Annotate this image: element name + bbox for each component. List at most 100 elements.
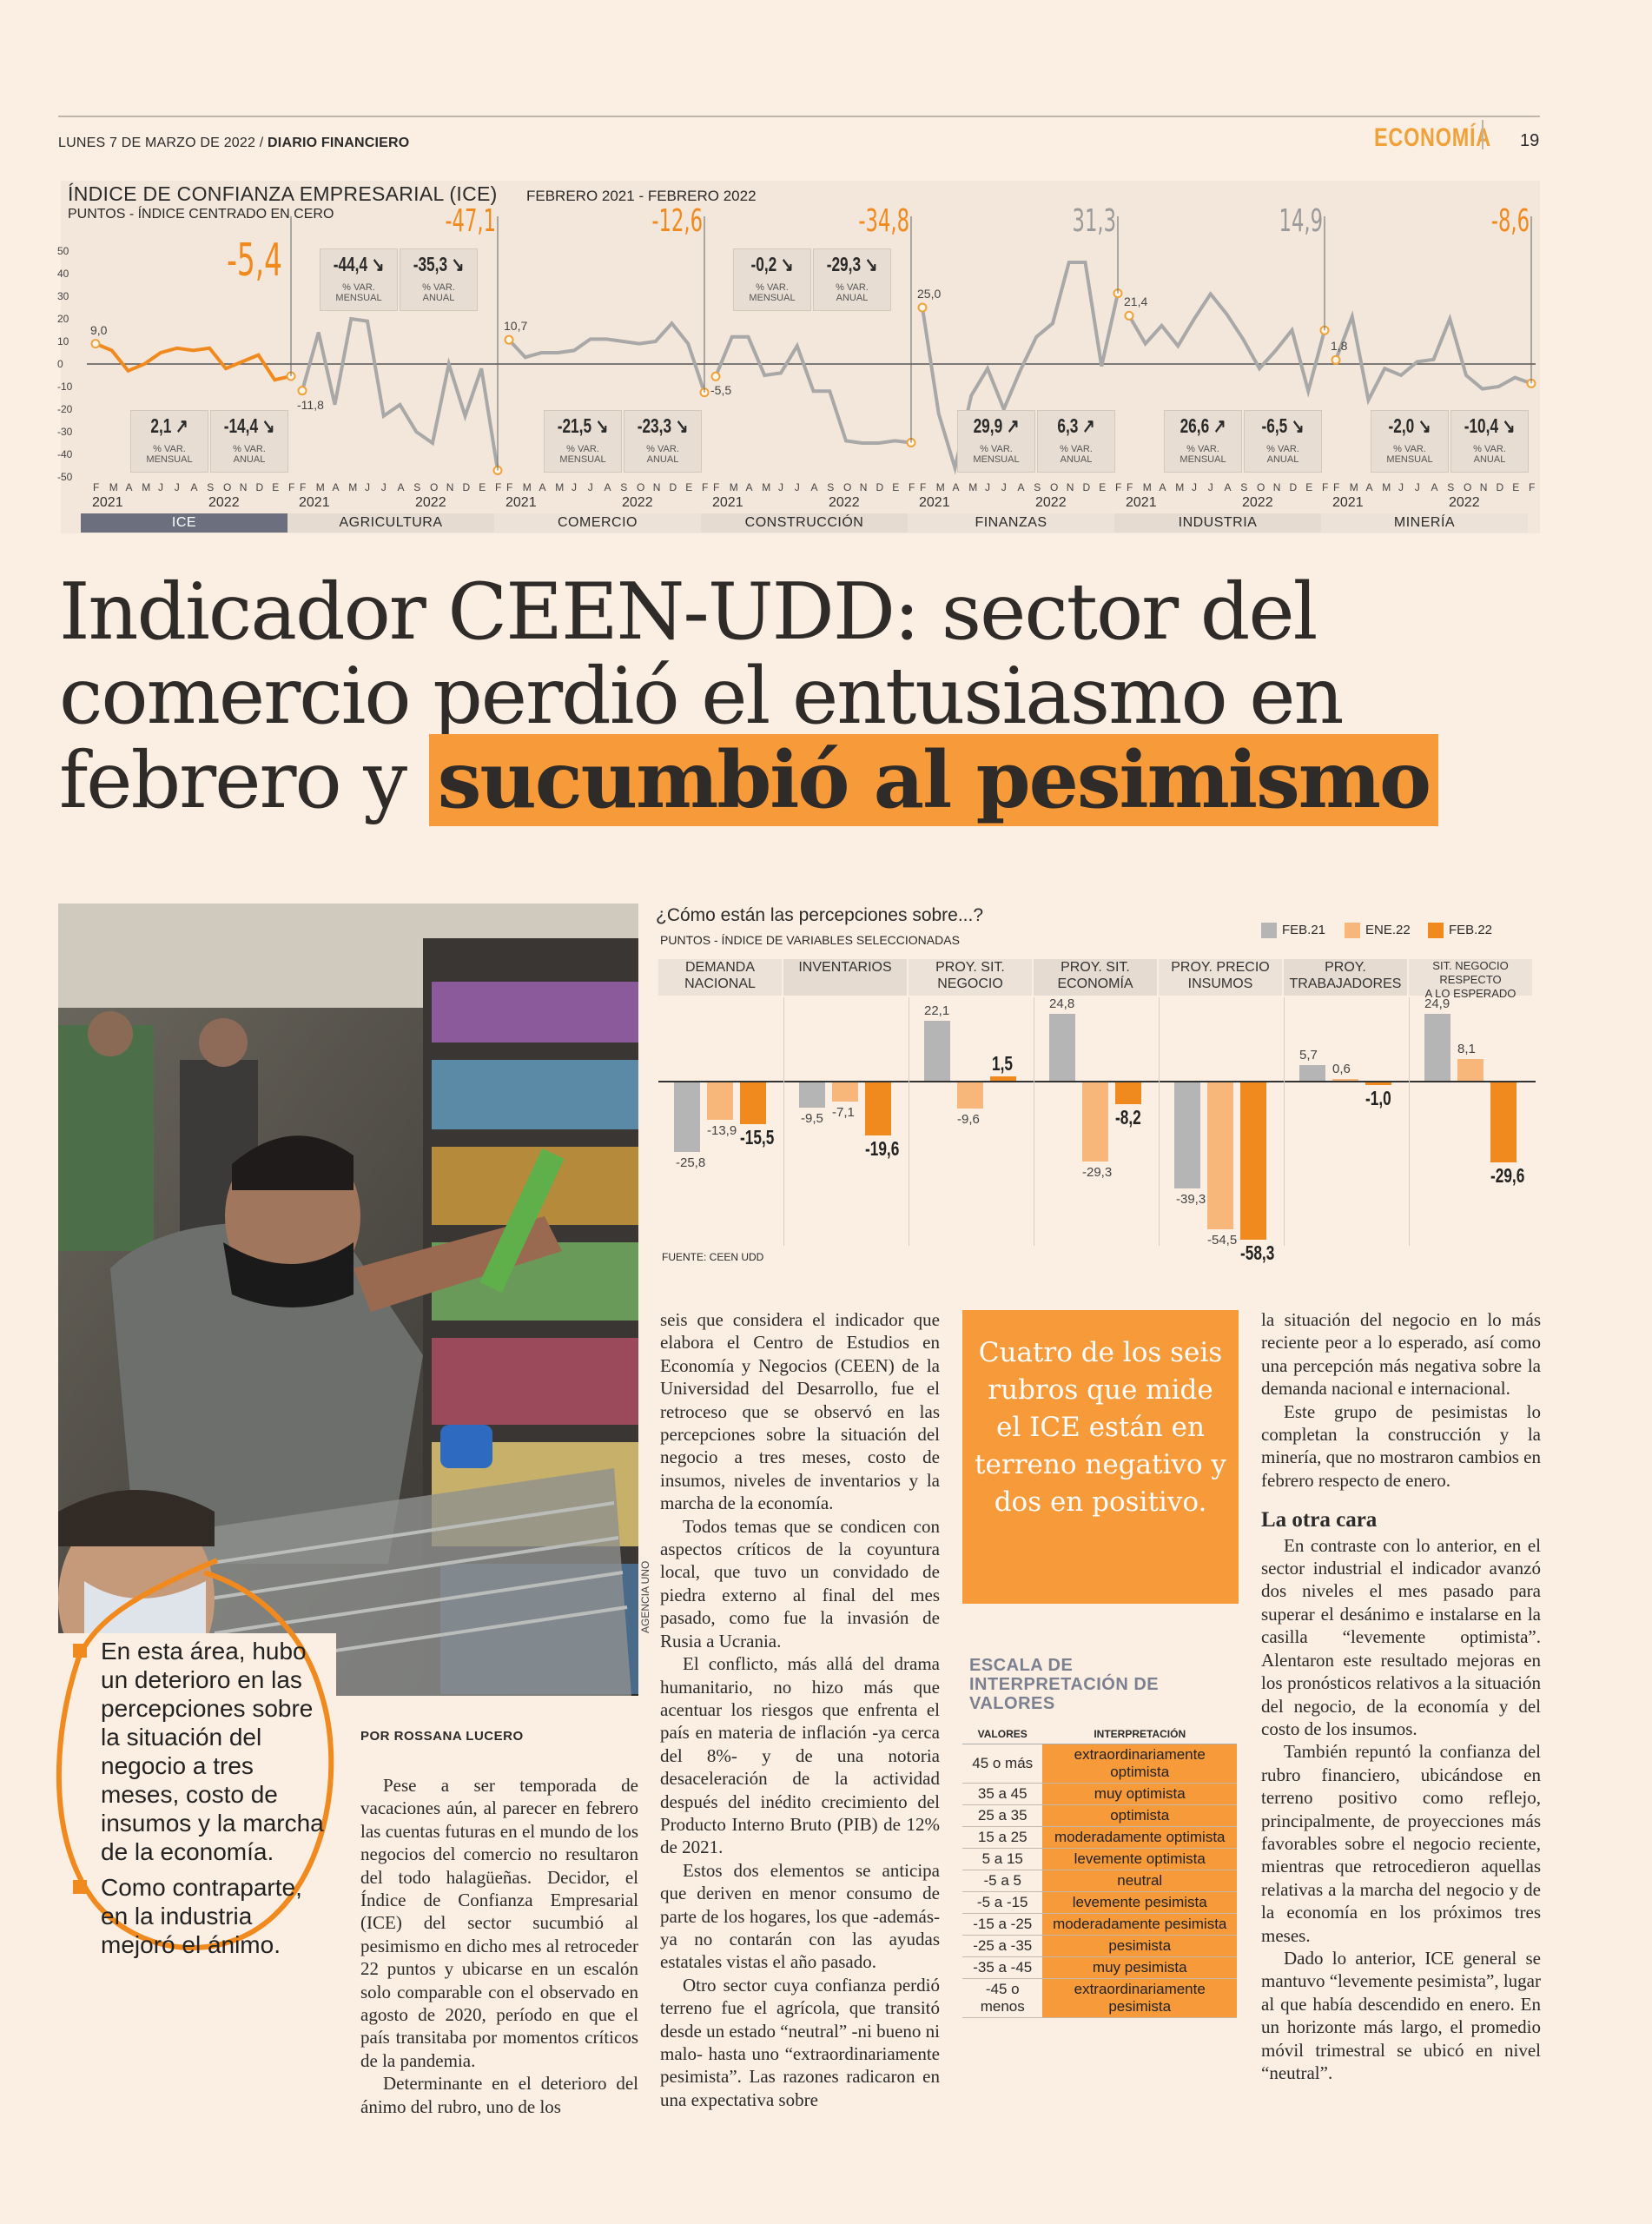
bar xyxy=(1457,1058,1483,1081)
start-value-label: 21,4 xyxy=(1124,295,1148,309)
change-label: % VAR. MENSUAL xyxy=(559,444,606,465)
y-tick-label: 30 xyxy=(57,290,69,302)
change-box: 29,9 ↗ % VAR. MENSUAL xyxy=(957,410,1035,473)
scale-row: -15 a -25 moderadamente pesimista xyxy=(962,1913,1237,1936)
column-header: SIT. NEGOCIO RESPECTO A LO ESPERADO xyxy=(1409,959,1532,1000)
year-label: 2021 xyxy=(919,495,950,510)
column-header-line: INSUMOS xyxy=(1187,976,1253,991)
change-box: -35,3 ↘ % VAR. ANUAL xyxy=(400,248,478,311)
month-label: S xyxy=(207,481,215,493)
bar xyxy=(832,1082,858,1102)
ice-chart: 50 40 30 20 10 0 -10 -20 -30 -40 -50 9,0 -5,4 2,1 ↗ % … xyxy=(0,0,1652,539)
month-label: A xyxy=(745,481,753,493)
paragraph: seis que considera el indicador que elab… xyxy=(660,1309,940,1514)
month-label: N xyxy=(1479,481,1488,493)
start-point xyxy=(504,334,514,345)
paragraph: El conflicto, más allá del drama humanit… xyxy=(660,1653,940,1858)
sector-label: ICE xyxy=(81,513,287,533)
column-header: INVENTARIOS xyxy=(783,959,907,996)
y-tick-label: 40 xyxy=(57,268,69,280)
month-label: F xyxy=(920,481,927,493)
month-label: J xyxy=(174,481,180,493)
month-label: M xyxy=(522,481,532,493)
change-value: -21,5 ↘ xyxy=(557,414,609,437)
scale-interpretation: moderadamente pesimista xyxy=(1042,1913,1237,1936)
change-value: -2,0 ↘ xyxy=(1388,414,1431,437)
month-label: M xyxy=(315,481,325,493)
month-label: N xyxy=(239,481,248,493)
pull-quote: Cuatro de los seis rubros que mide el IC… xyxy=(962,1310,1239,1604)
change-label: % VAR. ANUAL xyxy=(1473,444,1506,465)
bar-value-label: -39,3 xyxy=(1176,1191,1206,1207)
year-label: 2022 xyxy=(1035,495,1067,510)
perceptions-chart: FEB.21 ENE.22 FEB.22 DEMANDA NACIONAL -25,8 -1… xyxy=(658,923,1536,1264)
scale-row: 45 o más extraordinariamente optimista xyxy=(962,1744,1237,1784)
month-label: O xyxy=(1050,481,1059,493)
chart-source: FUENTE: CEEN UDD xyxy=(662,1251,764,1263)
column-header-line: PROY. PRECIO xyxy=(1171,960,1270,975)
bar xyxy=(1049,1014,1075,1081)
start-point xyxy=(1124,310,1134,321)
end-value-label: -47,1 xyxy=(445,203,496,239)
paragraph: Otro sector cuya confianza perdió terren… xyxy=(660,1974,940,2110)
change-box: 26,6 ↗ % VAR. MENSUAL xyxy=(1164,410,1242,473)
scale-value: -5 a -15 xyxy=(962,1891,1043,1914)
byline: POR ROSSANA LUCERO xyxy=(360,1729,524,1744)
column-header-line: PROY. xyxy=(1325,960,1366,975)
scale-value: 5 a 15 xyxy=(962,1848,1043,1870)
month-label: F xyxy=(506,481,513,493)
month-label: M xyxy=(1142,481,1152,493)
header-separator xyxy=(1482,120,1483,149)
month-label: A xyxy=(1365,481,1373,493)
bar-value-label: 1,5 xyxy=(992,1052,1013,1076)
y-tick-label: 0 xyxy=(57,358,63,370)
perceptions-chart-subtitle: PUNTOS - ÍNDICE DE VARIABLES SELECCIONAD… xyxy=(660,933,960,947)
year-label: 2021 xyxy=(1332,495,1364,510)
headline-line-2: comercio perdió el entusiasmo en xyxy=(59,651,1344,742)
month-label: J xyxy=(1414,481,1420,493)
scale-row: 25 a 35 optimista xyxy=(962,1804,1237,1827)
change-label: % VAR. ANUAL xyxy=(1060,444,1093,465)
month-label: F xyxy=(495,481,502,493)
month-label: M xyxy=(348,481,358,493)
change-label: % VAR. MENSUAL xyxy=(1180,444,1226,465)
month-label: E xyxy=(272,481,280,493)
month-label: N xyxy=(1272,481,1281,493)
bar xyxy=(707,1082,733,1121)
article-column-1: Pese a ser temporada de vacaciones aún, … xyxy=(360,1774,638,2118)
month-label: A xyxy=(397,481,405,493)
month-label: E xyxy=(1512,481,1520,493)
change-value: -6,5 ↘ xyxy=(1261,414,1305,437)
sector-label: MINERÍA xyxy=(1321,513,1528,533)
start-value-label: 9,0 xyxy=(90,322,108,337)
sector-label: COMERCIO xyxy=(494,513,701,533)
paragraph: Dado lo anterior, ICE general se mantuvo… xyxy=(1261,1947,1541,2083)
y-tick-label: -40 xyxy=(57,448,73,460)
bar xyxy=(924,1021,950,1081)
end-value-label: -34,8 xyxy=(858,203,909,239)
scale-interpretation: extraordinariamente optimista xyxy=(1042,1744,1237,1784)
scale-row: 35 a 45 muy optimista xyxy=(962,1783,1237,1805)
scale-interpretation: pesimista xyxy=(1042,1935,1237,1957)
change-value: 26,6 ↗ xyxy=(1180,414,1226,437)
month-label: D xyxy=(1496,481,1504,493)
bar xyxy=(799,1082,825,1109)
paragraph: También repuntó la confianza del rubro f… xyxy=(1261,1741,1541,1946)
change-value: -35,3 ↘ xyxy=(413,253,465,275)
month-label: A xyxy=(604,481,611,493)
scale-row: -35 a -45 muy pesimista xyxy=(962,1956,1237,1979)
legend-label: FEB.22 xyxy=(1449,923,1493,937)
month-label: E xyxy=(479,481,486,493)
month-label: F xyxy=(1127,481,1133,493)
month-label: A xyxy=(1224,481,1232,493)
bar xyxy=(1174,1082,1200,1188)
month-label: M xyxy=(935,481,945,493)
headline-highlight: sucumbió al pesimismo xyxy=(428,734,1439,826)
change-box: -44,4 ↘ % VAR. MENSUAL xyxy=(320,248,398,311)
start-point xyxy=(710,371,721,381)
paragraph: Determinante en el deterioro del ánimo d… xyxy=(360,2073,638,2117)
bar-value-label: 0,6 xyxy=(1332,1062,1351,1077)
month-label: E xyxy=(1099,481,1107,493)
sector-label: FINANZAS xyxy=(908,513,1114,533)
month-label: A xyxy=(539,481,546,493)
